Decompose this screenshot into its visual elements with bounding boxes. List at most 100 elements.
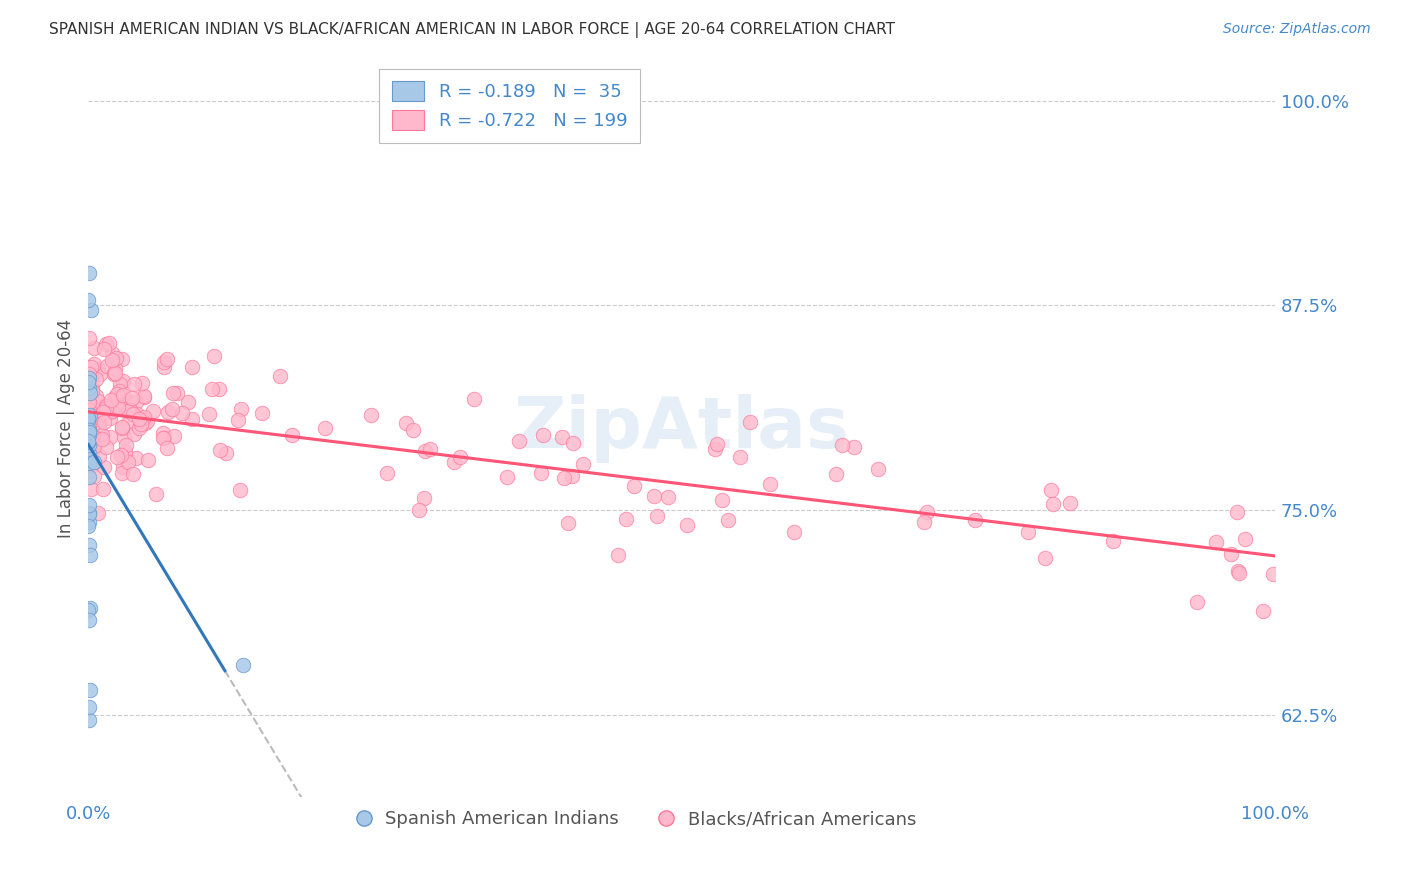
Point	[530, 466, 553, 480]
Point	[77, 331, 100, 345]
Point	[496, 470, 519, 484]
Point	[1227, 566, 1250, 581]
Point	[82, 429, 104, 443]
Point	[91, 483, 114, 497]
Point	[160, 401, 183, 416]
Point	[79, 470, 101, 484]
Point	[138, 453, 160, 467]
Point	[77, 456, 100, 470]
Point	[83, 358, 105, 372]
Point	[844, 440, 866, 454]
Point	[105, 351, 128, 365]
Point	[80, 430, 103, 444]
Point	[122, 467, 145, 482]
Point	[122, 377, 145, 392]
Point	[202, 350, 225, 364]
Point	[101, 346, 124, 360]
Point	[156, 352, 179, 367]
Point	[825, 467, 848, 481]
Point	[1251, 604, 1274, 618]
Point	[80, 432, 103, 446]
Y-axis label: In Labor Force | Age 20-64: In Labor Force | Age 20-64	[58, 318, 75, 538]
Point	[77, 381, 100, 395]
Point	[112, 388, 135, 402]
Point	[562, 435, 585, 450]
Point	[84, 406, 107, 420]
Point	[86, 393, 108, 408]
Point	[117, 416, 139, 430]
Point	[172, 406, 194, 420]
Point	[83, 341, 105, 355]
Point	[79, 548, 101, 562]
Point	[77, 438, 100, 452]
Legend: Spanish American Indians, Blacks/African Americans: Spanish American Indians, Blacks/African…	[346, 803, 924, 836]
Point	[86, 412, 108, 426]
Point	[80, 455, 103, 469]
Point	[1039, 483, 1062, 497]
Point	[111, 420, 134, 434]
Point	[87, 450, 110, 464]
Point	[112, 398, 135, 412]
Point	[1017, 524, 1039, 539]
Point	[704, 442, 727, 456]
Point	[269, 369, 291, 384]
Point	[107, 400, 129, 414]
Point	[110, 448, 132, 462]
Point	[89, 367, 111, 381]
Point	[103, 366, 125, 380]
Point	[89, 421, 111, 435]
Point	[77, 699, 100, 714]
Point	[79, 601, 101, 615]
Point	[314, 420, 336, 434]
Point	[77, 375, 100, 389]
Point	[125, 407, 148, 421]
Point	[87, 417, 110, 432]
Point	[360, 408, 382, 422]
Point	[728, 450, 751, 464]
Point	[77, 507, 100, 521]
Point	[915, 505, 938, 519]
Point	[675, 517, 697, 532]
Point	[105, 387, 128, 401]
Point	[1219, 547, 1241, 561]
Point	[122, 426, 145, 441]
Point	[91, 428, 114, 442]
Point	[112, 375, 135, 389]
Point	[645, 508, 668, 523]
Point	[100, 392, 122, 407]
Point	[84, 389, 107, 403]
Point	[96, 359, 118, 373]
Point	[77, 446, 100, 460]
Point	[281, 427, 304, 442]
Point	[180, 411, 202, 425]
Point	[1205, 534, 1227, 549]
Point	[1226, 505, 1249, 519]
Point	[215, 446, 238, 460]
Point	[79, 683, 101, 698]
Point	[125, 394, 148, 409]
Point	[963, 514, 986, 528]
Point	[208, 442, 231, 457]
Point	[134, 391, 156, 405]
Point	[198, 407, 221, 421]
Point	[152, 426, 174, 441]
Point	[77, 538, 100, 552]
Point	[79, 408, 101, 422]
Text: ZipAtlas: ZipAtlas	[513, 393, 849, 463]
Point	[82, 384, 104, 399]
Point	[101, 404, 124, 418]
Point	[79, 482, 101, 496]
Point	[112, 430, 135, 444]
Point	[208, 382, 231, 396]
Point	[463, 392, 485, 407]
Point	[181, 359, 204, 374]
Point	[831, 438, 853, 452]
Point	[80, 427, 103, 442]
Point	[79, 409, 101, 423]
Point	[1227, 564, 1250, 578]
Point	[118, 403, 141, 417]
Point	[77, 411, 100, 425]
Point	[710, 492, 733, 507]
Point	[135, 414, 157, 428]
Point	[77, 435, 100, 450]
